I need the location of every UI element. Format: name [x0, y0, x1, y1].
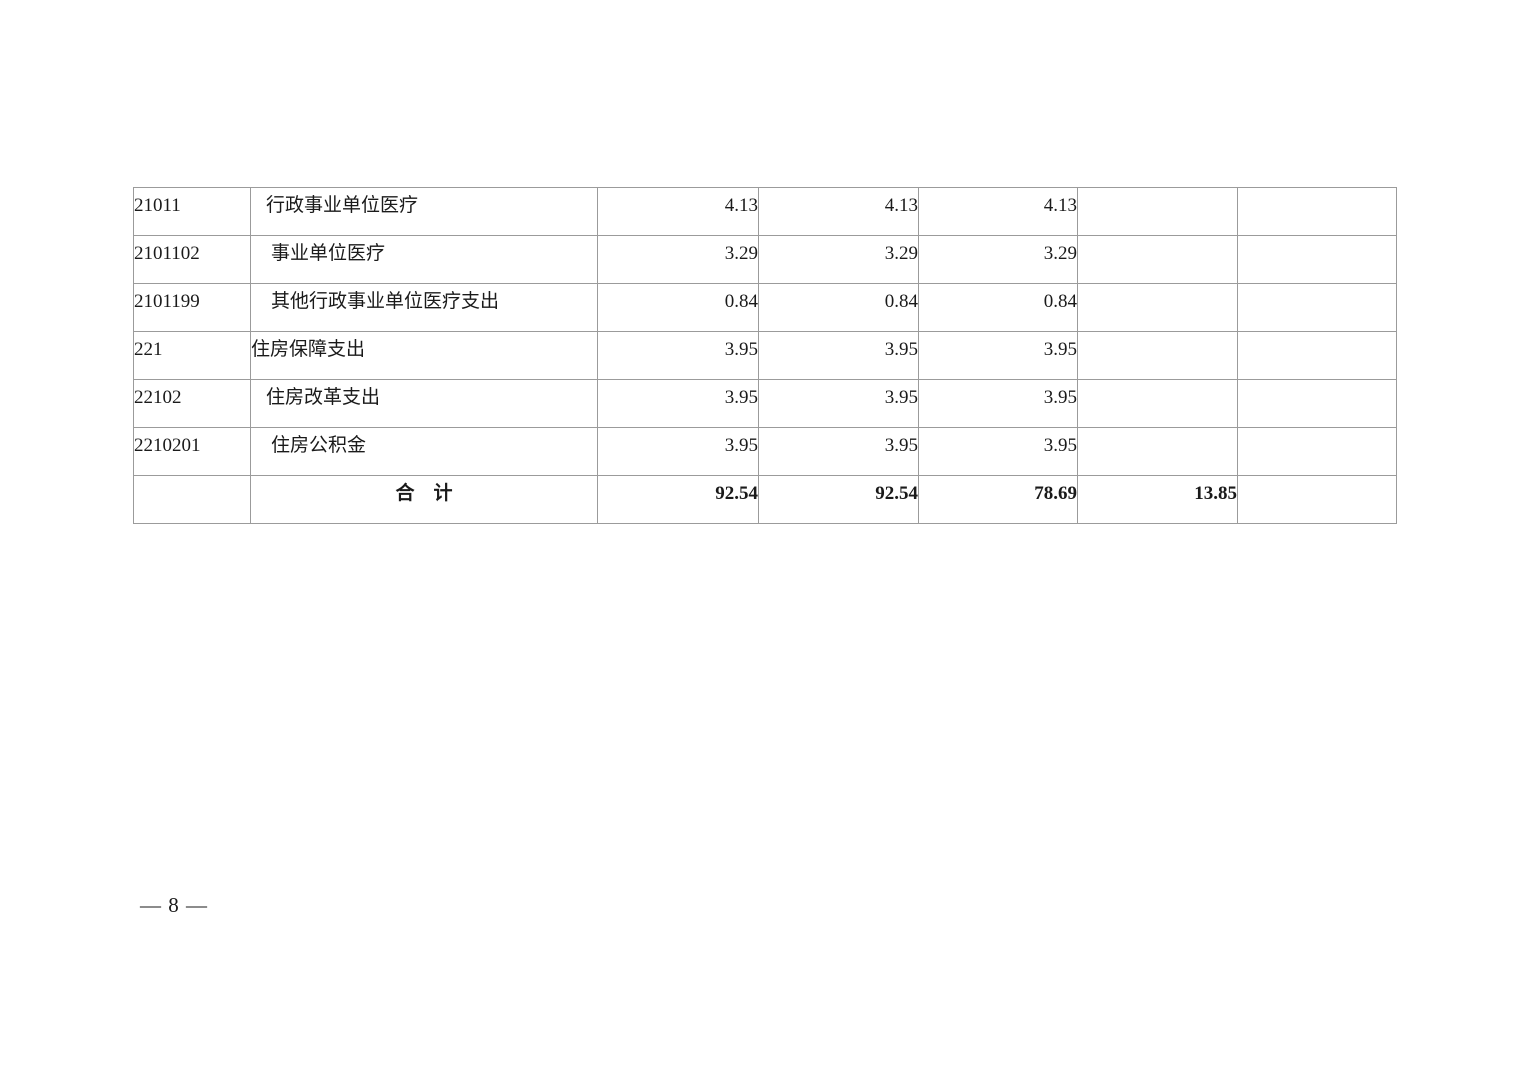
name-cell: 事业单位医疗	[250, 235, 598, 284]
amount-cell	[1077, 427, 1238, 476]
table-row: 2210201 住房公积金 3.95 3.95 3.95	[133, 427, 1397, 476]
total-amount-cell	[1237, 475, 1397, 524]
amount-cell: 4.13	[918, 187, 1078, 236]
amount-cell: 3.95	[758, 379, 919, 428]
name-cell: 住房保障支出	[250, 331, 598, 380]
amount-cell: 3.95	[918, 427, 1078, 476]
table-row: 2101199 其他行政事业单位医疗支出 0.84 0.84 0.84	[133, 283, 1397, 332]
amount-cell: 4.13	[758, 187, 919, 236]
amount-cell: 3.29	[758, 235, 919, 284]
total-amount-cell: 92.54	[597, 475, 759, 524]
amount-cell	[1237, 235, 1397, 284]
code-cell	[133, 475, 251, 524]
amount-cell: 3.29	[597, 235, 759, 284]
amount-cell: 3.29	[918, 235, 1078, 284]
name-cell: 行政事业单位医疗	[250, 187, 598, 236]
name-cell: 住房公积金	[250, 427, 598, 476]
total-amount-cell: 13.85	[1077, 475, 1238, 524]
amount-cell: 4.13	[597, 187, 759, 236]
budget-expenditure-table: 21011 行政事业单位医疗 4.13 4.13 4.13 2101102 事业…	[133, 187, 1397, 524]
code-cell: 221	[133, 331, 251, 380]
amount-cell: 3.95	[918, 331, 1078, 380]
amount-cell: 3.95	[597, 379, 759, 428]
amount-cell: 3.95	[597, 427, 759, 476]
amount-cell	[1077, 331, 1238, 380]
name-cell: 其他行政事业单位医疗支出	[250, 283, 598, 332]
code-cell: 2210201	[133, 427, 251, 476]
amount-cell: 3.95	[918, 379, 1078, 428]
table-row: 221 住房保障支出 3.95 3.95 3.95	[133, 331, 1397, 380]
amount-cell	[1237, 379, 1397, 428]
amount-cell	[1077, 379, 1238, 428]
name-cell: 住房改革支出	[250, 379, 598, 428]
amount-cell	[1237, 283, 1397, 332]
table-row: 21011 行政事业单位医疗 4.13 4.13 4.13	[133, 187, 1397, 236]
total-label: 合 计	[250, 475, 598, 524]
amount-cell: 0.84	[918, 283, 1078, 332]
amount-cell	[1237, 331, 1397, 380]
code-cell: 21011	[133, 187, 251, 236]
total-amount-cell: 78.69	[918, 475, 1078, 524]
amount-cell: 3.95	[758, 331, 919, 380]
amount-cell: 0.84	[597, 283, 759, 332]
amount-cell: 3.95	[597, 331, 759, 380]
amount-cell: 3.95	[758, 427, 919, 476]
table-row: 2101102 事业单位医疗 3.29 3.29 3.29	[133, 235, 1397, 284]
amount-cell	[1237, 187, 1397, 236]
amount-cell	[1077, 187, 1238, 236]
amount-cell	[1237, 427, 1397, 476]
code-cell: 2101199	[133, 283, 251, 332]
amount-cell: 0.84	[758, 283, 919, 332]
total-row: 合 计 92.54 92.54 78.69 13.85	[133, 475, 1397, 524]
amount-cell	[1077, 283, 1238, 332]
code-cell: 2101102	[133, 235, 251, 284]
amount-cell	[1077, 235, 1238, 284]
page-number: — 8 —	[140, 893, 208, 917]
total-amount-cell: 92.54	[758, 475, 919, 524]
code-cell: 22102	[133, 379, 251, 428]
table-row: 22102 住房改革支出 3.95 3.95 3.95	[133, 379, 1397, 428]
